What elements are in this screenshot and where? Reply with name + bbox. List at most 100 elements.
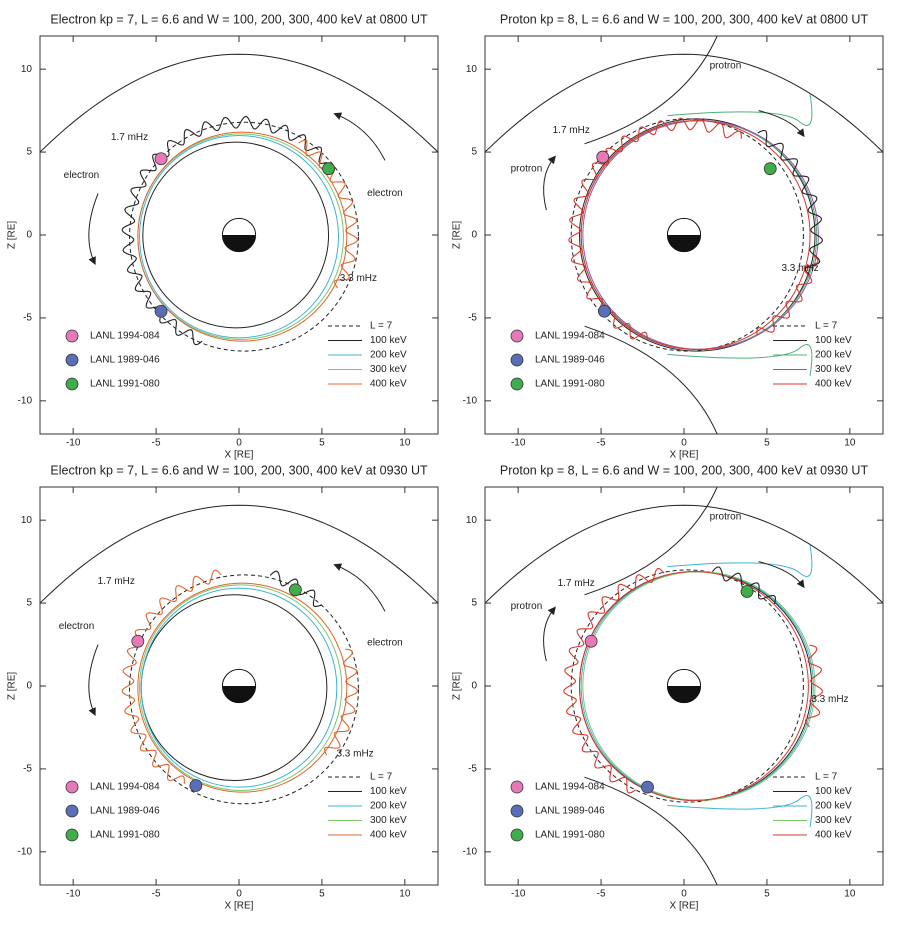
drift-arrow <box>88 644 99 717</box>
satellite-marker <box>288 583 302 597</box>
legend-label: 200 keV <box>815 350 852 361</box>
y-tick-label: -10 <box>463 846 478 857</box>
annotation: 1.7 mHz <box>553 125 590 136</box>
magnetopause <box>485 53 883 153</box>
legend-label: 300 keV <box>370 815 407 826</box>
y-tick-label: 5 <box>26 147 32 158</box>
y-tick-label: 0 <box>471 681 477 692</box>
x-tick-label: 5 <box>319 438 325 449</box>
open-drift-path <box>584 325 718 434</box>
x-tick-label: 0 <box>236 438 242 449</box>
y-tick-label: -10 <box>463 395 478 406</box>
legend-label: LANL 1994-084 <box>90 331 160 342</box>
y-tick-label: 10 <box>466 64 478 75</box>
legend-label: LANL 1991-080 <box>535 830 605 841</box>
x-tick-label: -10 <box>66 889 81 900</box>
satellite-marker <box>596 150 610 164</box>
annotation: 3.3 mHz <box>336 749 373 760</box>
drift-orbit <box>139 584 343 791</box>
legend-marker <box>510 329 524 343</box>
drift-arrow <box>543 155 556 211</box>
satellite-marker <box>189 779 203 792</box>
drift-orbit <box>570 569 804 803</box>
drift-arrow <box>758 110 805 138</box>
plot-area <box>40 504 438 805</box>
legend-label: L = 7 <box>370 772 393 783</box>
y-tick-label: 5 <box>471 598 477 609</box>
x-tick-label: 0 <box>681 438 687 449</box>
legend-label: 400 keV <box>370 830 407 841</box>
drift-arrow <box>333 112 386 161</box>
x-tick-label: -5 <box>152 438 161 449</box>
legend-label: LANL 1994-084 <box>90 782 160 793</box>
satellite-marker <box>322 162 335 176</box>
legend-marker <box>510 780 524 794</box>
magnetopause <box>485 504 883 604</box>
earth-night <box>222 686 256 703</box>
wave-path <box>712 566 776 605</box>
x-tick-label: -10 <box>66 438 81 449</box>
panel-title: Proton kp = 8, L = 6.6 and W = 100, 200,… <box>500 12 869 26</box>
annotation: protron <box>710 511 742 522</box>
annotation: protron <box>710 60 742 71</box>
y-tick-label: 10 <box>21 515 33 526</box>
legend-label: 300 keV <box>815 815 852 826</box>
open-drift-path <box>584 36 718 145</box>
legend-label: L = 7 <box>370 321 393 332</box>
y-axis-label: Z [RE] <box>7 672 18 701</box>
drift-orbit <box>129 121 359 352</box>
x-tick-label: -5 <box>152 889 161 900</box>
annotation: electron <box>59 621 95 632</box>
open-drift-path <box>667 93 813 126</box>
drift-orbit <box>580 120 811 350</box>
x-axis-label: X [RE] <box>225 450 254 461</box>
legend-label: 200 keV <box>370 350 407 361</box>
legend-marker <box>510 804 524 818</box>
y-tick-label: -5 <box>468 764 477 775</box>
earth-night <box>667 235 701 252</box>
earth-night <box>222 235 256 252</box>
legend-marker <box>65 377 79 391</box>
magnetopause <box>40 53 438 153</box>
legend-label: LANL 1989-046 <box>90 355 160 366</box>
drift-orbit <box>579 571 809 801</box>
x-tick-label: 5 <box>319 889 325 900</box>
satellite-marker <box>154 152 168 166</box>
legend-label: L = 7 <box>815 772 838 783</box>
open-drift-path <box>584 776 718 885</box>
drift-orbit <box>129 574 359 805</box>
legend-label: L = 7 <box>815 321 838 332</box>
wave-path <box>563 568 665 794</box>
panel: Electron kp = 7, L = 6.6 and W = 100, 20… <box>7 463 439 912</box>
legend-label: LANL 1991-080 <box>90 830 160 841</box>
annotation: protron <box>511 601 543 612</box>
y-tick-label: -5 <box>23 764 32 775</box>
drift-orbit <box>142 141 330 329</box>
satellite-marker <box>740 585 754 598</box>
legend-label: LANL 1989-046 <box>90 806 160 817</box>
legend-label: 400 keV <box>815 379 852 390</box>
legend-label: LANL 1991-080 <box>90 379 160 390</box>
annotation: protron <box>511 163 543 174</box>
x-tick-label: 10 <box>844 889 856 900</box>
annotation: electron <box>64 170 100 181</box>
open-drift-path <box>584 487 718 596</box>
legend-marker <box>510 828 524 842</box>
x-tick-label: 5 <box>764 438 770 449</box>
x-tick-label: 5 <box>764 889 770 900</box>
wave-path <box>568 117 742 340</box>
y-tick-label: -10 <box>18 395 33 406</box>
annotation: 1.7 mHz <box>111 132 148 143</box>
panel: Proton kp = 8, L = 6.6 and W = 100, 200,… <box>452 463 884 912</box>
wave-path <box>756 254 819 336</box>
annotation: 1.7 mHz <box>558 578 595 589</box>
x-axis-label: X [RE] <box>670 450 699 461</box>
legend-label: 200 keV <box>370 801 407 812</box>
open-drift-path <box>667 795 813 828</box>
legend-label: 400 keV <box>815 830 852 841</box>
x-axis-label: X [RE] <box>670 901 699 912</box>
legend-label: 200 keV <box>815 801 852 812</box>
drift-orbit <box>137 582 348 793</box>
